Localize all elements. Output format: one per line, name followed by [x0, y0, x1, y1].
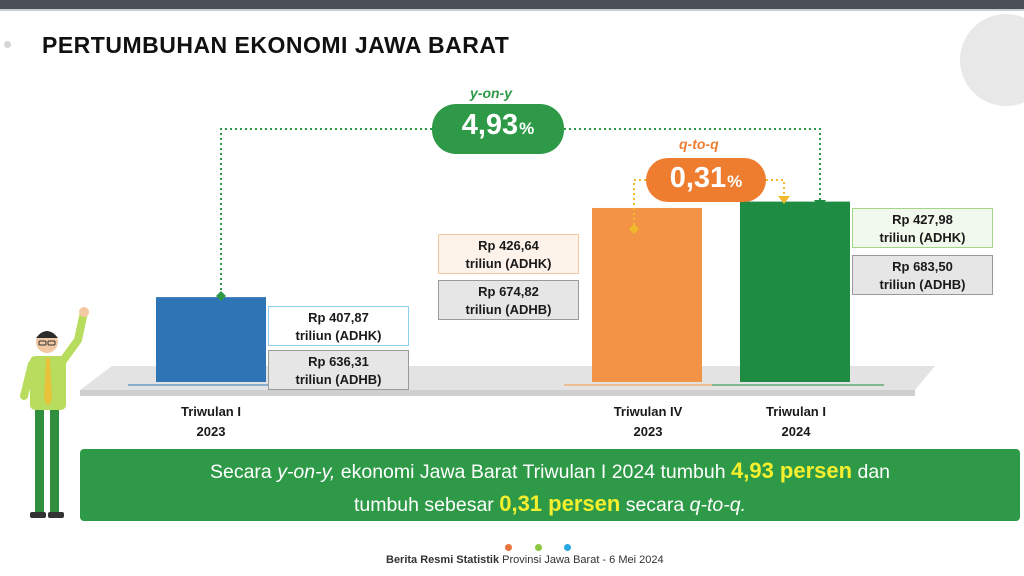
adhb-value-box-q1-2023: Rp 636,31 triliun (ADHB) [268, 350, 409, 390]
qtq-highlight: 0,31 persen [499, 491, 621, 516]
yoy-highlight: 4,93 persen [730, 458, 853, 483]
adhb-unit-label: triliun (ADHB) [879, 277, 966, 292]
footer-source: Provinsi Jawa Barat - 6 Mei 2024 [499, 554, 664, 566]
adhk-value-box-q1-2023: Rp 407,87 triliun (ADHK) [268, 306, 409, 346]
yoy-connector [220, 128, 821, 294]
bar-q1-2024 [740, 201, 850, 382]
footer-dot-orange [505, 544, 512, 551]
yoy-growth-badge: 4,93% [432, 104, 564, 154]
person-illustration [20, 307, 89, 518]
adhk-unit-label: triliun (ADHK) [879, 230, 966, 245]
bar-q4-2023 [592, 207, 702, 382]
category-label-q4-2023: Triwulan IV 2023 [588, 402, 708, 442]
adhb-value-box-q4-2023: Rp 674,82 triliun (ADHB) [438, 280, 579, 320]
yoy-unit: % [519, 119, 535, 138]
adhk-value-box-q4-2023: Rp 426,64 triliun (ADHK) [438, 234, 579, 274]
qtq-value: 0,31 [669, 162, 727, 194]
chart-platform-edge [80, 390, 915, 396]
summary-line-1: Secara y-on-y, ekonomi Jawa Barat Triwul… [209, 458, 891, 483]
page-title: PERTUMBUHAN EKONOMI JAWA BARAT [42, 32, 510, 58]
bar-q1-2023 [156, 297, 266, 382]
adhb-unit-label: triliun (ADHB) [295, 372, 382, 387]
yoy-arrow-head [814, 200, 826, 208]
summary-banner: Secara y-on-y, ekonomi Jawa Barat Triwul… [80, 449, 1020, 521]
footer-dot-green [535, 544, 542, 551]
qtq-unit: % [727, 172, 743, 191]
category-year: 2023 [196, 424, 226, 439]
category-quarter: Triwulan I [181, 404, 241, 419]
qtq-label: q-to-q [679, 136, 719, 152]
summary-line-2: tumbuh sebesar 0,31 persen secara q-to-q… [353, 491, 747, 516]
qtq-diamond-marker [629, 224, 639, 234]
top-bar-line [0, 9, 1024, 11]
category-year: 2023 [633, 424, 663, 439]
category-label-q1-2023: Triwulan I 2023 [151, 402, 271, 442]
category-label-q1-2024: Triwulan I 2024 [736, 402, 856, 442]
adhb-value-label: Rp 674,82 [478, 284, 539, 299]
adhb-value-label: Rp 683,50 [892, 259, 953, 274]
adhk-value-label: Rp 427,98 [892, 212, 953, 227]
footer-dot-blue [564, 544, 571, 551]
decorative-dot [4, 41, 11, 48]
category-quarter: Triwulan IV [613, 404, 683, 419]
qtq-arrow-head [778, 196, 790, 204]
adhb-value-box-q1-2024: Rp 683,50 triliun (ADHB) [852, 255, 993, 295]
footer-publication: Berita Resmi Statistik [386, 554, 500, 566]
yoy-label: y-on-y [470, 85, 512, 101]
adhk-value-label: Rp 407,87 [308, 310, 369, 325]
top-bar [0, 0, 1024, 9]
adhk-value-box-q1-2024: Rp 427,98 triliun (ADHK) [852, 208, 993, 248]
qtq-growth-badge: 0,31% [646, 158, 766, 202]
yoy-value: 4,93 [461, 109, 519, 141]
adhb-value-label: Rp 636,31 [308, 354, 369, 369]
adhk-value-label: Rp 426,64 [478, 238, 539, 253]
category-quarter: Triwulan I [766, 404, 826, 419]
adhk-unit-label: triliun (ADHK) [295, 328, 382, 343]
adhk-unit-label: triliun (ADHK) [465, 256, 552, 271]
footer-text: Berita Resmi Statistik Provinsi Jawa Bar… [386, 554, 664, 566]
qtq-connector [633, 179, 785, 226]
category-year: 2024 [781, 424, 811, 439]
yoy-diamond-marker [216, 291, 226, 301]
adhb-unit-label: triliun (ADHB) [465, 302, 552, 317]
